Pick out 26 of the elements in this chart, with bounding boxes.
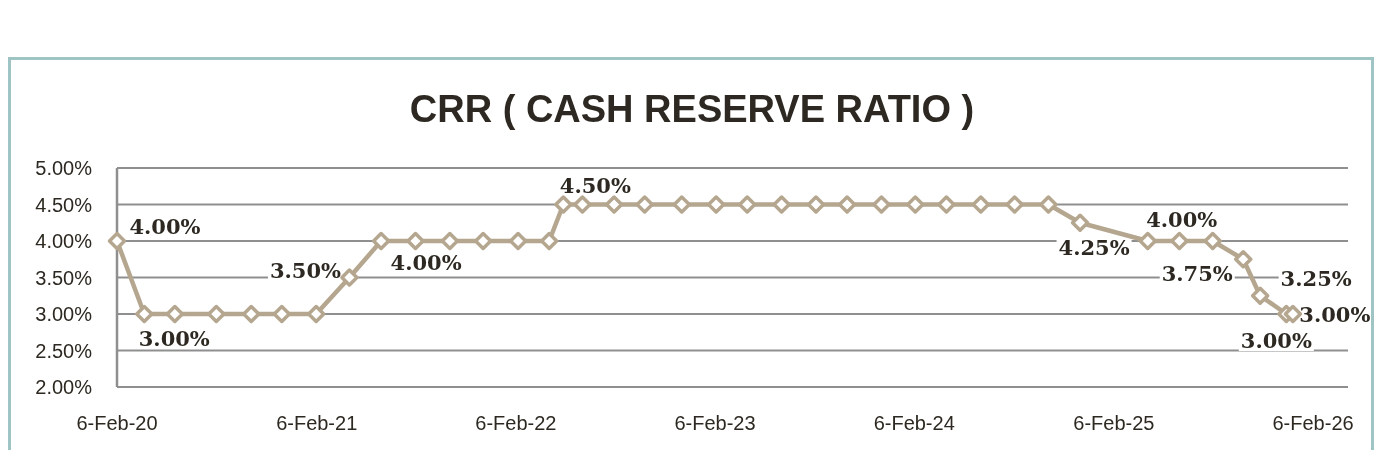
data-label: 3.00% bbox=[1299, 301, 1371, 327]
y-tick-label: 3.00% bbox=[35, 303, 93, 325]
data-label: 3.50% bbox=[269, 258, 342, 283]
data-label: 4.00% bbox=[129, 213, 201, 239]
x-tick-label: 6-Feb-20 bbox=[76, 412, 158, 434]
x-tick-label: 6-Feb-25 bbox=[1073, 412, 1155, 434]
x-tick-label: 6-Feb-22 bbox=[475, 412, 557, 434]
y-tick-label: 5.00% bbox=[35, 157, 93, 179]
x-tick-label: 6-Feb-26 bbox=[1272, 412, 1354, 434]
y-tick-label: 3.50% bbox=[35, 266, 93, 289]
data-label: 3.75% bbox=[1161, 260, 1233, 286]
x-tick-label: 6-Feb-21 bbox=[276, 412, 358, 434]
y-tick-label: 2.50% bbox=[35, 339, 93, 362]
data-label: 3.25% bbox=[1280, 266, 1352, 292]
x-tick-label: 6-Feb-23 bbox=[674, 412, 756, 434]
data-label: 4.25% bbox=[1058, 235, 1130, 261]
data-label: 4.00% bbox=[390, 249, 462, 275]
data-label: 3.00% bbox=[138, 325, 210, 351]
data-label: 3.00% bbox=[1240, 327, 1312, 353]
chart-title: CRR ( CASH RESERVE RATIO ) bbox=[409, 88, 975, 130]
y-tick-label: 4.00% bbox=[35, 230, 93, 252]
y-tick-label: 4.50% bbox=[35, 193, 93, 216]
data-label: 4.00% bbox=[1146, 206, 1218, 232]
x-tick-label: 6-Feb-24 bbox=[873, 412, 955, 434]
y-tick-label: 2.00% bbox=[35, 376, 93, 398]
data-label: 4.50% bbox=[559, 173, 631, 198]
